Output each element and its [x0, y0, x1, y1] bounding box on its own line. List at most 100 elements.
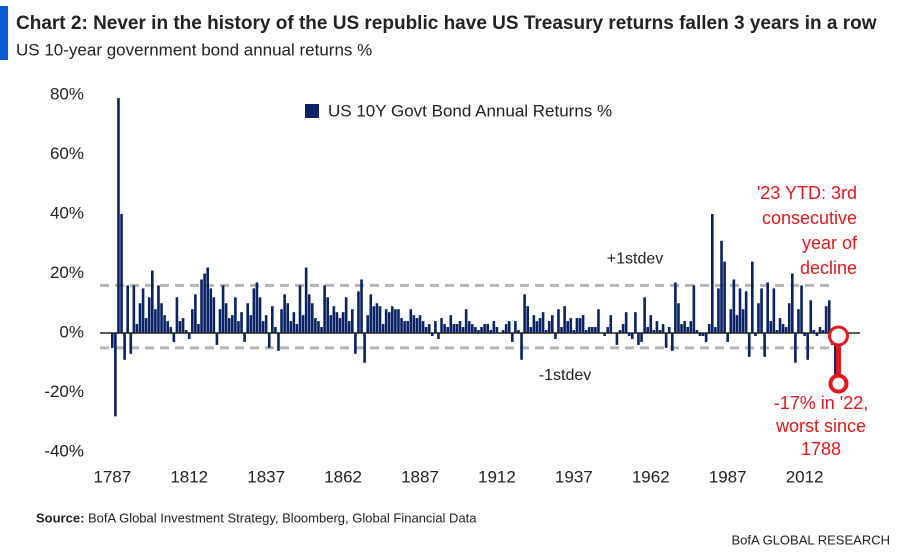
- bar: [178, 321, 182, 333]
- bar: [621, 324, 625, 333]
- bar: [311, 303, 314, 333]
- bar: [627, 333, 631, 336]
- reference-label: -1stdev: [539, 367, 591, 384]
- bar: [123, 333, 126, 360]
- reference-label: +1stdev: [607, 251, 663, 268]
- bar: [711, 214, 714, 333]
- bar: [237, 321, 240, 333]
- bar: [541, 312, 545, 333]
- bar: [449, 315, 453, 333]
- bar: [729, 309, 733, 333]
- bar: [720, 240, 723, 333]
- bar: [664, 333, 668, 348]
- annotation: consecutive: [762, 208, 857, 228]
- bar: [138, 303, 142, 333]
- bar: [667, 327, 671, 333]
- bar: [787, 303, 791, 333]
- bar: [477, 330, 480, 333]
- bar: [526, 306, 529, 333]
- bar: [163, 315, 166, 333]
- bar: [809, 300, 813, 333]
- bar: [615, 333, 619, 345]
- bar: [603, 333, 606, 336]
- bar: [157, 285, 160, 333]
- bar: [643, 297, 646, 333]
- bar: [203, 273, 206, 333]
- annotation: worst since: [775, 416, 866, 436]
- bar: [658, 330, 662, 333]
- x-tick-label: 1837: [247, 467, 285, 486]
- bar: [298, 285, 302, 333]
- bar: [338, 318, 342, 333]
- bar: [120, 214, 123, 333]
- bar: [671, 333, 674, 351]
- bar: [264, 315, 268, 333]
- bar: [800, 285, 803, 333]
- bar: [464, 309, 468, 333]
- bar: [572, 330, 576, 333]
- bar: [747, 333, 751, 357]
- bar: [234, 297, 237, 333]
- bar: [375, 303, 379, 333]
- bar: [501, 330, 505, 333]
- bar: [354, 333, 357, 354]
- bar: [431, 333, 434, 336]
- bar: [532, 315, 536, 333]
- bar: [686, 327, 689, 333]
- bar: [471, 324, 474, 333]
- bar: [757, 303, 760, 333]
- bar: [594, 327, 597, 333]
- bar: [818, 327, 822, 333]
- bar: [295, 324, 299, 333]
- bar: [307, 294, 311, 333]
- bar: [360, 279, 363, 333]
- bar: [655, 321, 659, 333]
- bar: [329, 315, 333, 333]
- bar: [166, 321, 169, 333]
- bar: [834, 333, 837, 384]
- bar: [421, 321, 425, 333]
- annotation: year of: [802, 233, 858, 253]
- bar: [744, 291, 748, 333]
- bar: [538, 318, 542, 333]
- bar: [489, 330, 493, 333]
- bar: [144, 318, 148, 333]
- bar: [775, 330, 779, 333]
- bar: [791, 273, 794, 333]
- bar: [504, 324, 508, 333]
- bar: [424, 327, 428, 333]
- bar: [363, 333, 366, 363]
- bar: [181, 318, 185, 333]
- bar: [111, 333, 114, 348]
- bar: [554, 333, 557, 339]
- bar: [215, 333, 219, 345]
- bar: [704, 333, 708, 342]
- x-tick-label: 1862: [324, 467, 362, 486]
- bar: [400, 318, 403, 333]
- legend-swatch: [305, 104, 319, 118]
- bar: [597, 309, 600, 333]
- title-accent: [0, 6, 8, 60]
- bar: [535, 321, 539, 333]
- bar: [677, 303, 680, 333]
- bar: [147, 297, 151, 333]
- bar: [191, 309, 194, 333]
- bar: [434, 321, 437, 333]
- bar: [689, 321, 693, 333]
- bar: [520, 333, 523, 360]
- bar: [341, 312, 345, 333]
- bar: [701, 333, 705, 336]
- bar: [692, 285, 696, 333]
- bar: [458, 321, 462, 333]
- bar: [320, 327, 323, 333]
- bar: [249, 315, 253, 333]
- bar: [344, 297, 348, 333]
- bar: [175, 297, 179, 333]
- bar: [277, 333, 280, 351]
- bar: [197, 324, 200, 333]
- bar: [751, 261, 754, 333]
- bar: [581, 315, 585, 333]
- bar: [218, 309, 222, 333]
- bar: [332, 306, 336, 333]
- bar: [200, 279, 203, 333]
